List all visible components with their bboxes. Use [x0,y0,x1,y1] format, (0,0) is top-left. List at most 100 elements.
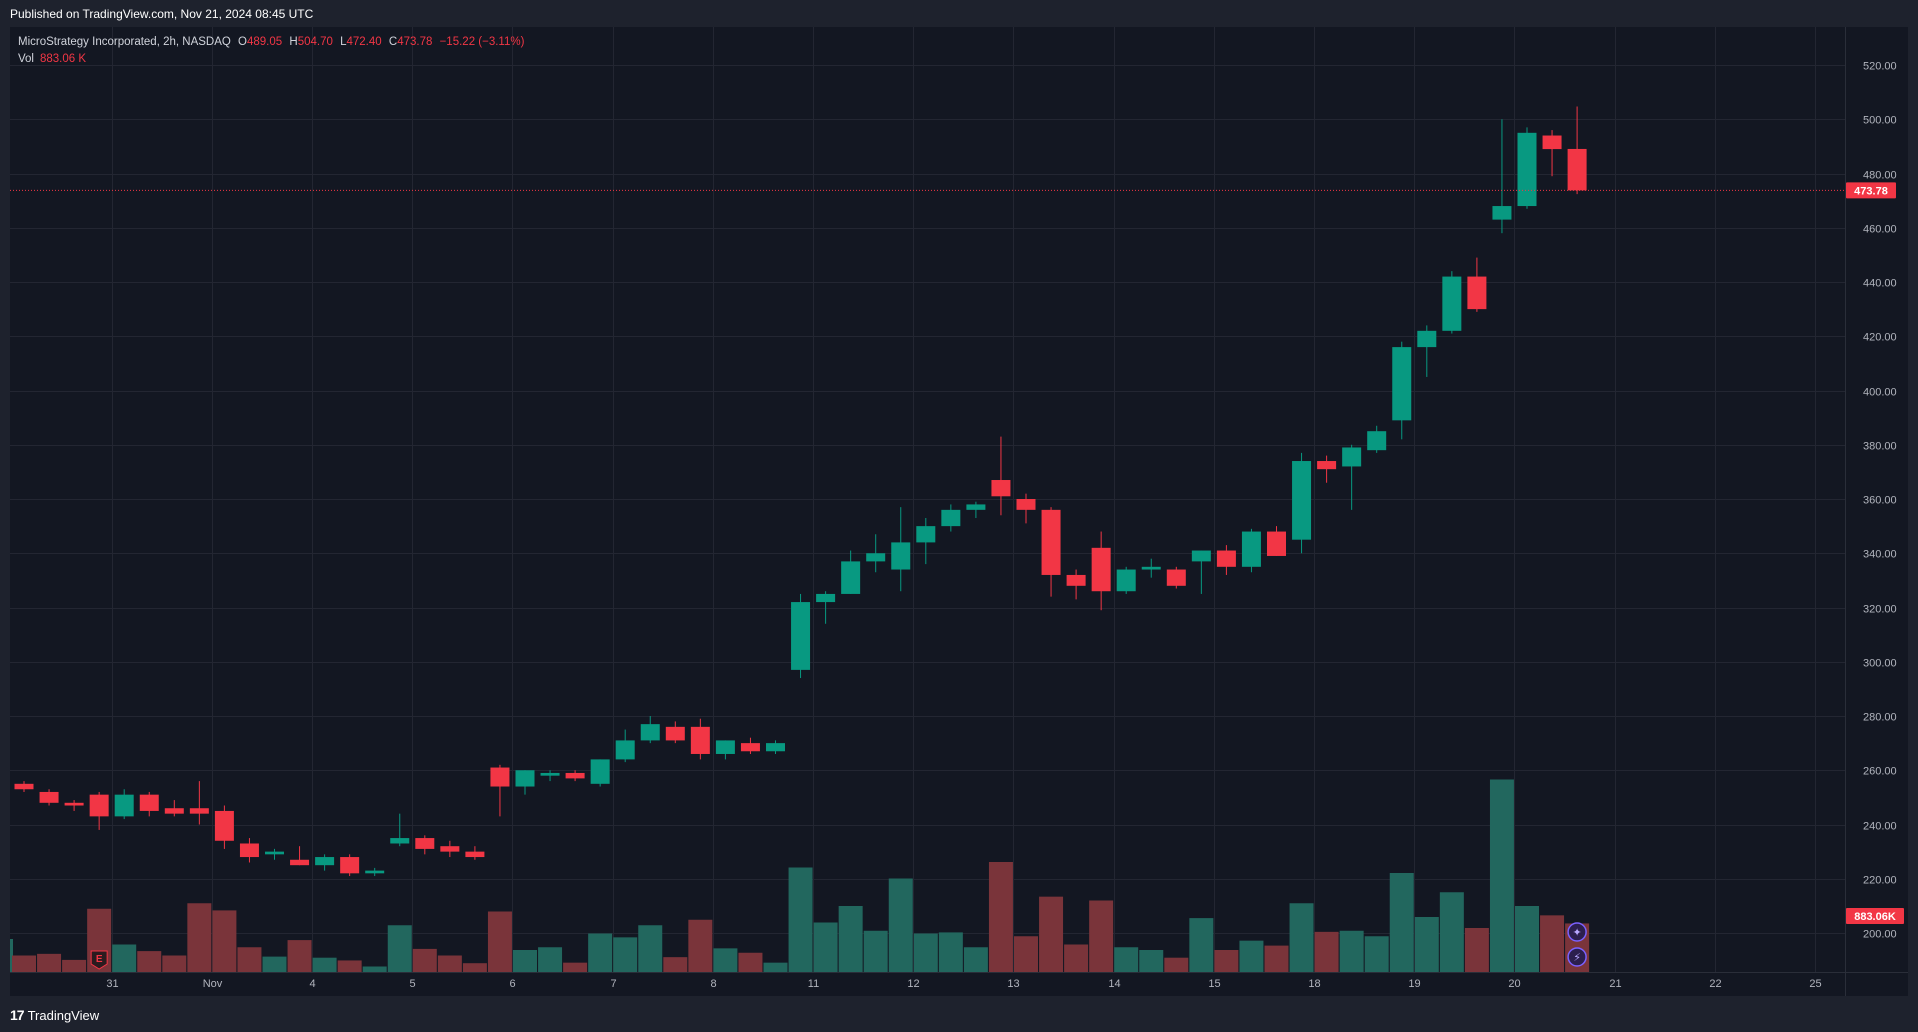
volume-bar [1289,903,1314,972]
price-tick-label: 360.00 [1863,495,1897,507]
price-tick-label: 340.00 [1863,549,1897,561]
candle-body [991,480,1011,497]
candles [14,106,1587,877]
volume-bar [487,911,512,972]
published-text: Published on TradingView.com, Nov 21, 20… [10,7,314,21]
time-tick-label: 19 [1408,978,1420,990]
volume-bar [137,951,162,972]
price-chart[interactable]: 200.00 220.00 240.00 260.00 280.00 300.00 320.… [10,27,1908,996]
candle-body [941,509,961,527]
candle-body [1091,547,1111,592]
volume-bar [663,957,688,972]
candle-body [766,743,785,752]
price-tick-label: 500.00 [1863,115,1897,127]
volume-bar [1389,873,1414,972]
price-tick-label: 200.00 [1863,929,1897,941]
time-tick-label: 4 [309,978,315,990]
candle-body [64,802,84,806]
candle-body [740,743,760,752]
price-tick-label: 520.00 [1863,61,1897,73]
symbol-title[interactable]: MicroStrategy Incorporated, 2h, NASDAQ [18,36,231,48]
price-tick-label: 300.00 [1863,658,1897,670]
volume-bar [1164,957,1189,972]
candle-body [916,526,936,543]
volume-bar [1014,936,1038,972]
volume-bar [688,919,713,972]
time-tick-label: 13 [1007,978,1019,990]
axes: 200.00 220.00 240.00 260.00 280.00 300.00 320.… [10,27,1908,996]
sparkle-event-icon [1567,922,1587,942]
price-tick-label: 280.00 [1863,712,1897,724]
markers: E ✦ ⚡ [90,922,1587,970]
candle-body [1492,206,1512,220]
symbol-legend: MicroStrategy Incorporated, 2h, NASDAQ O… [18,34,524,68]
candle-body [1166,569,1186,586]
candle-body [866,553,886,562]
volume-bar [337,960,362,972]
volume-bar [1439,892,1464,972]
change-value: −15.22 (−3.11%) [439,36,525,48]
candle-body [114,794,134,817]
time-tick-label: 21 [1609,978,1621,990]
volume-bar [412,948,437,972]
candle-body [1467,276,1487,310]
price-tick-label: 420.00 [1863,332,1897,344]
candle-body [39,791,59,803]
volume-bar [788,867,813,972]
volume-bar [538,947,563,972]
price-tick-label: 480.00 [1863,170,1897,182]
volume-bar [888,878,913,972]
candle-body [1216,550,1236,567]
volume-bar [112,944,137,972]
candle-body [590,759,610,784]
candle-body [164,808,184,814]
candle-body [1066,574,1086,586]
candle-body [690,726,710,754]
volume-bar [237,947,262,972]
tradingview-logo-text: TradingView [27,1007,100,1023]
volume-bar [62,959,87,972]
time-tick-label: 8 [710,978,716,990]
volume-bar [863,930,888,972]
candle-body [1317,461,1337,470]
candle-body [14,783,34,790]
volume-bar [513,950,537,972]
candle-body [540,772,560,776]
candle-body [1292,461,1312,540]
candle-body [966,504,986,510]
volume-bar [938,932,963,972]
volume-bar [713,948,738,972]
volume-bar [187,903,212,972]
time-tick-label: 31 [106,978,118,990]
candle-body [1041,509,1061,575]
ohlc-row: MicroStrategy Incorporated, 2h, NASDAQ O… [18,34,524,51]
volume-bar [1364,936,1389,972]
open-label: O [238,36,247,48]
time-tick-label: 18 [1308,978,1320,990]
tradingview-logo[interactable]: 17 TradingView [10,1007,99,1023]
volume-bar [10,939,13,972]
volume-bar [763,962,788,972]
volume-bar [1515,906,1539,972]
volume-bar [37,953,62,972]
low-label: L [340,36,347,48]
volume-bar [162,955,187,972]
candle-body [791,602,811,670]
volume-bar [287,940,312,972]
chart-area[interactable]: 200.00 220.00 240.00 260.00 280.00 300.00 320.… [10,27,1908,996]
volume-bar [1039,896,1064,972]
low-value: 472.40 [346,36,382,48]
price-tick-label: 240.00 [1863,821,1897,833]
volume-bar [963,947,988,972]
candle-body [565,772,585,779]
candle-body [891,542,911,570]
candle-body [1016,499,1036,510]
time-tick-label: 15 [1208,978,1220,990]
candle-body [189,808,209,814]
time-tick-label: 5 [409,978,415,990]
volume-bar [1540,915,1565,972]
price-tick-label: 400.00 [1863,387,1897,399]
volume-bar [387,925,412,972]
published-banner: Published on TradingView.com, Nov 21, 20… [0,0,1918,27]
volume-bar [312,957,337,972]
